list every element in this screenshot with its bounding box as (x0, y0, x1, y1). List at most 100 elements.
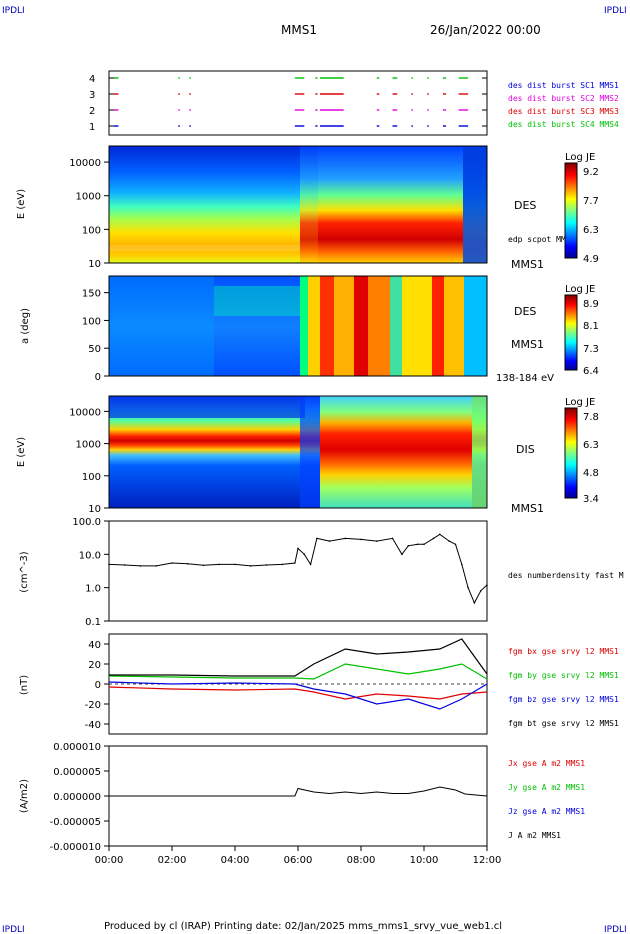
dis-energy-ylabel: E (eV) (16, 437, 27, 467)
panel-des-pitch: 0 50 100 150 a (deg) DES MMS1 138-184 eV (20, 275, 554, 384)
density-point (265, 564, 268, 566)
dis-energy-top (109, 396, 305, 418)
des-pitch-energy-range: 138-184 eV (496, 373, 554, 384)
density-point (186, 562, 189, 565)
colorbar-dis-energy-tick: 6.3 (583, 440, 599, 451)
colorbar-dis-energy: Log JE 7.8 6.3 4.8 3.4 (564, 397, 599, 505)
panel-des-energy: 10 100 1000 10000 E (eV) DES edp scpot MMS1… (16, 145, 576, 271)
burst-y-axis: 1 2 3 4 (89, 74, 487, 133)
x-tick-label: 02:00 (158, 855, 187, 866)
bfield-legend-item: fgm by gse srvy l2 MMS1 (508, 671, 619, 680)
density-point (473, 602, 476, 604)
dis-energy-y-tick-label: 1000 (76, 440, 101, 451)
datetime-title: 26/Jan/2022 00:00 (430, 23, 541, 37)
des-pitch-ylabel: a (deg) (20, 308, 31, 344)
burst-legend: des dist burst SC1 MMS1 des dist burst SC… (508, 81, 619, 129)
density-plot (108, 533, 488, 605)
dis-energy-tail (472, 396, 487, 508)
density-point (448, 540, 451, 542)
des-pitch-frame (108, 275, 488, 377)
dis-energy-frame (108, 395, 488, 509)
density-point (316, 537, 318, 540)
des-energy-sc-label: MMS1 (511, 258, 544, 271)
burst-legend-item: des dist burst SC3 MMS3 (508, 107, 619, 116)
des-energy-ylabel: E (eV) (16, 189, 27, 219)
des-energy-y-tick-label: 100 (82, 225, 101, 236)
current-legend-item: Jz gse A m2 MMS1 (508, 807, 585, 816)
current-legend: Jx gse A m2 MMS1 Jy gse A m2 MMS1 Jz gse A… (508, 759, 585, 840)
burst-y-tick-label: 1 (89, 122, 95, 133)
current-y-tick-label: -0.000005 (50, 817, 101, 828)
des-energy-frame (108, 145, 488, 264)
burst-legend-item: des dist burst SC1 MMS1 (508, 81, 619, 90)
x-tick-label: 00:00 (95, 855, 124, 866)
des-pitch-sc-label: MMS1 (511, 338, 544, 351)
colorbar-des-energy-tick: 7.7 (583, 196, 599, 207)
density-point (479, 590, 482, 592)
des-pitch-event-b (308, 276, 320, 376)
dis-energy-gap (300, 396, 320, 508)
density-point (309, 563, 312, 566)
des-pitch-early (109, 276, 214, 376)
density-point (423, 543, 425, 546)
des-pitch-event-j (444, 276, 464, 376)
colorbar-dis-energy-tick: 7.8 (583, 412, 599, 423)
des-pitch-y-axis: 0 50 100 150 (82, 289, 109, 383)
colorbar-des-energy-tick: 4.9 (583, 254, 599, 265)
colorbar-des-pitch-tick: 8.1 (583, 321, 599, 332)
x-tick-label: 06:00 (284, 855, 313, 866)
dis-energy-event (320, 396, 472, 508)
current-y-tick-label: -0.000010 (50, 842, 101, 853)
density-point (391, 537, 394, 540)
corner-label-bl: IPDLI (2, 925, 25, 934)
density-point (155, 565, 158, 567)
dis-energy-label: DIS (516, 443, 535, 456)
spacecraft-title: MMS1 (281, 23, 317, 37)
bfield-series-line (108, 681, 488, 710)
colorbar-des-energy-bar (564, 162, 578, 259)
des-pitch-label: DES (514, 305, 536, 318)
des-energy-y-tick-label: 10 (88, 259, 101, 270)
des-energy-y-axis: 10 100 1000 10000 (69, 158, 109, 270)
density-frame (108, 520, 488, 622)
density-point (281, 563, 284, 566)
x-tick-label: 08:00 (347, 855, 376, 866)
current-legend-item: Jx gse A m2 MMS1 (508, 759, 585, 768)
density-y-tick-label: 100.0 (72, 517, 101, 528)
burst-frame (108, 70, 488, 136)
des-pitch-event-e (354, 276, 368, 376)
time-x-axis: 00:00 02:00 04:00 06:00 08:00 10:00 12:00 (95, 846, 501, 866)
des-pitch-event-c (320, 276, 334, 376)
colorbar-des-pitch-tick: 6.4 (583, 366, 599, 377)
density-y-tick-label: 10.0 (79, 550, 101, 561)
density-point (416, 543, 419, 546)
des-pitch-event-h (402, 276, 432, 376)
panel-bfield: -40 -20 0 20 40 (nT) fgm bx gse srvy l2 MMS1… (19, 633, 619, 735)
des-energy-y-tick-label: 10000 (69, 158, 101, 169)
des-pitch-mid (214, 286, 300, 316)
density-point (344, 537, 347, 540)
burst-legend-item: des dist burst SC4 MMS4 (508, 120, 619, 129)
des-energy-event-2 (318, 146, 463, 263)
bfield-series-line (108, 686, 488, 700)
panel-density: 0.1 1.0 10.0 100.0 (cm^-3) des numberdensit… (19, 517, 624, 628)
density-point (123, 564, 126, 566)
colorbar-des-pitch-tick: 7.3 (583, 344, 599, 355)
des-energy-event-1 (300, 146, 318, 263)
current-y-tick-label: 0.000010 (53, 742, 101, 753)
des-pitch-event-a (300, 276, 308, 376)
density-point (108, 563, 110, 566)
bfield-series-line (108, 663, 488, 680)
dis-energy-sc-label: MMS1 (511, 502, 544, 515)
dis-energy-y-tick-label: 100 (82, 472, 101, 483)
burst-y-tick-label: 2 (89, 106, 95, 117)
des-energy-y-tick-label: 1000 (76, 192, 101, 203)
footer-credit: Produced by cl (IRAP) Printing date: 02/… (104, 921, 502, 932)
current-y-tick-label: 0.000005 (53, 767, 101, 778)
burst-y-tick-label: 4 (89, 74, 95, 85)
bfield-y-tick-label: 40 (88, 640, 101, 651)
bfield-legend: fgm bx gse srvy l2 MMS1 fgm by gse srvy l… (508, 647, 619, 728)
density-y-axis: 0.1 1.0 10.0 100.0 (72, 517, 109, 628)
bfield-y-tick-label: -20 (85, 700, 101, 711)
x-tick-label: 04:00 (221, 855, 250, 866)
